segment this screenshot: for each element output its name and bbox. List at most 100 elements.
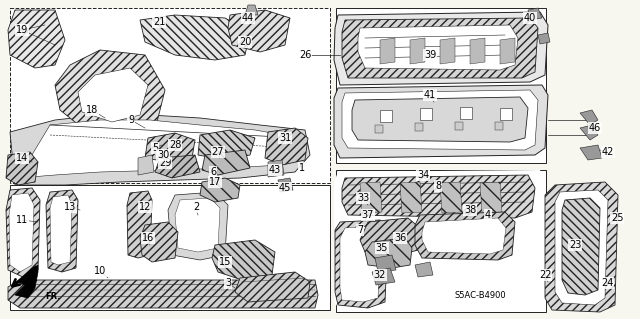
Polygon shape <box>198 130 255 160</box>
Text: 36: 36 <box>394 233 406 243</box>
Polygon shape <box>8 280 318 308</box>
Text: 39: 39 <box>424 50 436 60</box>
Polygon shape <box>8 10 65 68</box>
Polygon shape <box>545 182 618 312</box>
Polygon shape <box>342 175 535 218</box>
Polygon shape <box>212 240 275 280</box>
Text: 46: 46 <box>589 123 601 133</box>
Text: 24: 24 <box>601 278 613 288</box>
Text: S5AC-B4900: S5AC-B4900 <box>454 291 506 300</box>
Polygon shape <box>415 262 433 277</box>
Polygon shape <box>155 155 200 178</box>
Text: 23: 23 <box>569 240 581 250</box>
Text: 21: 21 <box>153 17 165 27</box>
Text: 44: 44 <box>242 13 254 23</box>
Text: 7: 7 <box>357 225 363 235</box>
Polygon shape <box>400 182 422 213</box>
Text: 18: 18 <box>86 105 98 115</box>
Text: 43: 43 <box>269 165 281 175</box>
Polygon shape <box>235 272 310 302</box>
Polygon shape <box>352 97 528 142</box>
Text: 16: 16 <box>142 233 154 243</box>
Text: 10: 10 <box>94 266 106 276</box>
Text: 22: 22 <box>539 270 551 280</box>
Polygon shape <box>140 15 250 60</box>
Polygon shape <box>555 190 608 305</box>
Polygon shape <box>334 170 545 312</box>
Polygon shape <box>562 198 600 295</box>
Text: 37: 37 <box>362 210 374 220</box>
Bar <box>10 8 330 183</box>
Bar <box>10 185 330 310</box>
Text: 26: 26 <box>299 50 311 60</box>
Text: 6: 6 <box>210 167 216 177</box>
Polygon shape <box>245 5 258 15</box>
Polygon shape <box>410 38 425 64</box>
Text: 38: 38 <box>464 205 476 215</box>
Text: 32: 32 <box>374 270 386 280</box>
Polygon shape <box>342 90 538 150</box>
Polygon shape <box>375 255 396 272</box>
Polygon shape <box>342 18 538 78</box>
Polygon shape <box>200 178 240 202</box>
Polygon shape <box>470 38 485 64</box>
Polygon shape <box>360 182 382 213</box>
Text: 15: 15 <box>219 257 231 267</box>
Polygon shape <box>10 115 310 185</box>
Polygon shape <box>168 192 228 260</box>
Text: 29: 29 <box>159 158 171 168</box>
Text: 41: 41 <box>424 90 436 100</box>
Polygon shape <box>495 122 503 130</box>
Text: 17: 17 <box>209 177 221 187</box>
Text: 5: 5 <box>152 143 158 153</box>
Polygon shape <box>175 198 220 252</box>
Polygon shape <box>580 145 602 160</box>
Polygon shape <box>500 38 515 64</box>
Polygon shape <box>380 38 395 64</box>
Text: 13: 13 <box>64 202 76 212</box>
Polygon shape <box>538 33 550 44</box>
Text: 33: 33 <box>357 193 369 203</box>
Text: 11: 11 <box>16 215 28 225</box>
Text: FR.: FR. <box>45 292 61 301</box>
Text: 20: 20 <box>239 37 251 47</box>
Text: 3: 3 <box>225 278 231 288</box>
Text: 4: 4 <box>485 210 491 220</box>
Polygon shape <box>6 152 38 185</box>
Polygon shape <box>415 123 423 131</box>
Polygon shape <box>365 238 412 268</box>
Bar <box>336 8 546 163</box>
Polygon shape <box>228 10 290 52</box>
Polygon shape <box>580 125 598 140</box>
Polygon shape <box>422 218 506 254</box>
Text: 12: 12 <box>139 202 151 212</box>
Polygon shape <box>415 212 515 260</box>
Polygon shape <box>6 188 40 278</box>
Polygon shape <box>278 178 293 192</box>
Polygon shape <box>202 150 250 175</box>
Polygon shape <box>455 122 463 130</box>
Polygon shape <box>358 25 518 70</box>
Polygon shape <box>500 108 512 120</box>
Polygon shape <box>460 107 472 119</box>
Polygon shape <box>55 50 165 140</box>
Polygon shape <box>375 125 383 133</box>
Polygon shape <box>340 226 380 302</box>
Text: 31: 31 <box>279 133 291 143</box>
Polygon shape <box>268 160 284 177</box>
Text: 19: 19 <box>16 25 28 35</box>
Text: 9: 9 <box>128 115 134 125</box>
Text: 35: 35 <box>376 243 388 253</box>
Polygon shape <box>335 220 388 308</box>
Text: 2: 2 <box>193 202 199 212</box>
Polygon shape <box>480 182 502 213</box>
Polygon shape <box>380 110 392 122</box>
Polygon shape <box>372 268 395 285</box>
Polygon shape <box>145 133 195 162</box>
Polygon shape <box>580 110 598 125</box>
Text: 40: 40 <box>524 13 536 23</box>
Polygon shape <box>265 128 308 165</box>
Text: 42: 42 <box>602 147 614 157</box>
Text: 1: 1 <box>299 163 305 173</box>
Polygon shape <box>46 190 78 272</box>
